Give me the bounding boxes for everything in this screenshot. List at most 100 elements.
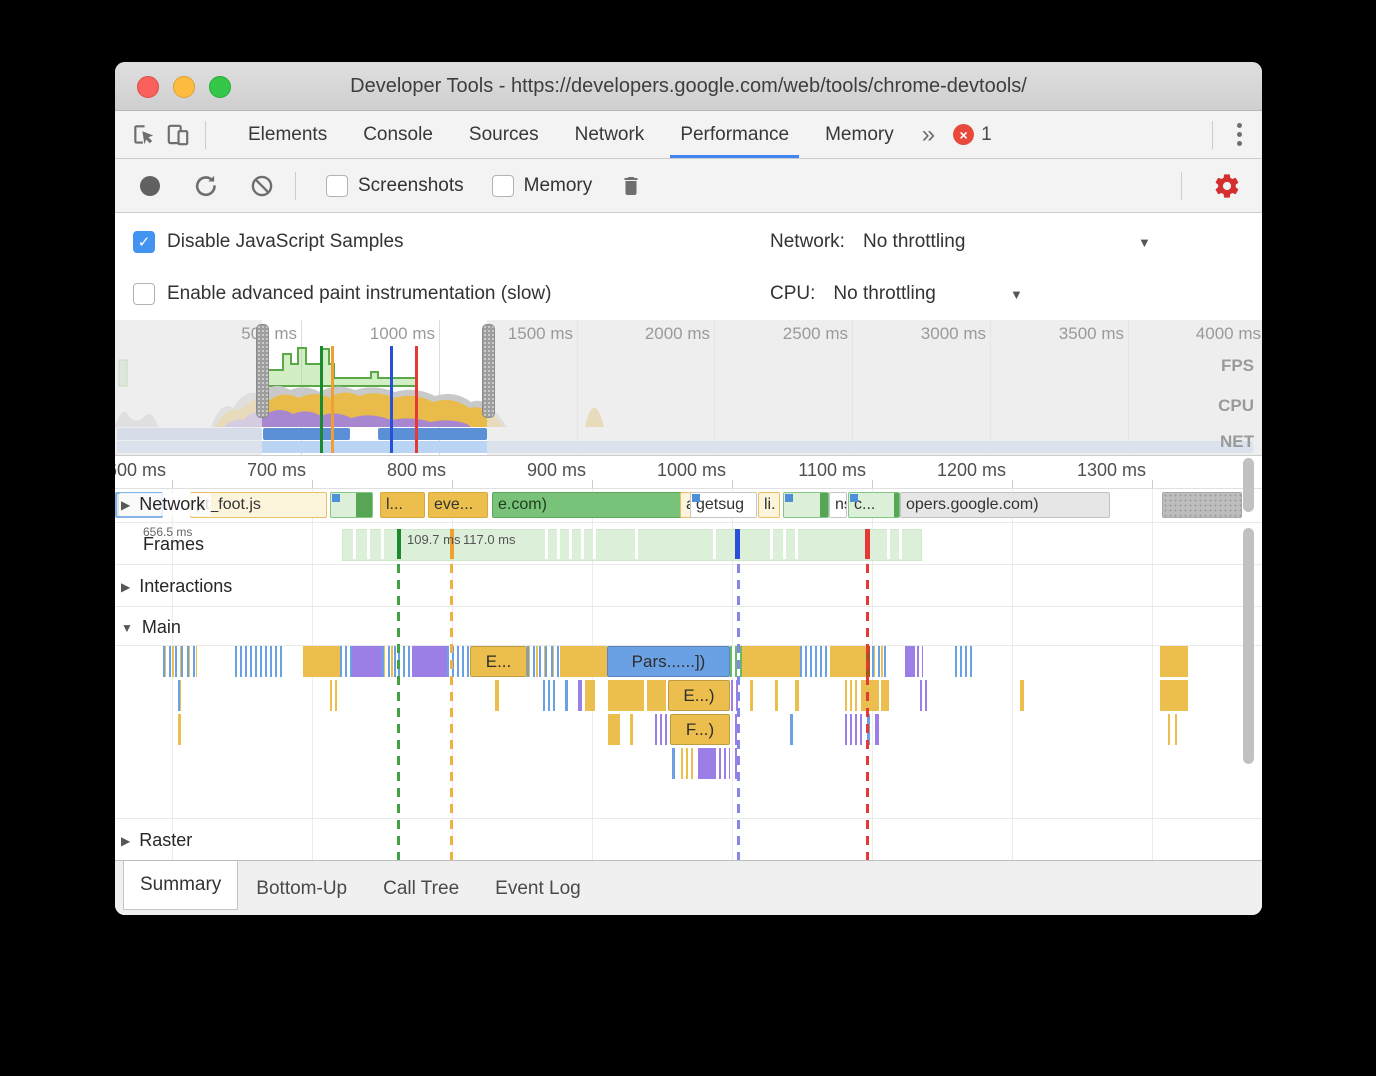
title-bar[interactable]: Developer Tools - https://developers.goo… — [115, 62, 1262, 111]
flame-activity-segment[interactable] — [630, 714, 633, 745]
tab-console[interactable]: Console — [363, 123, 433, 145]
tab-elements[interactable]: Elements — [248, 123, 328, 145]
network-track-toggle[interactable]: ▶ Network — [119, 493, 212, 516]
flame-activity-segment[interactable] — [330, 680, 338, 711]
flame-activity-segment[interactable] — [340, 646, 352, 677]
flame-activity-segment[interactable] — [790, 714, 793, 745]
frames-track-label[interactable]: Frames — [143, 534, 205, 554]
flame-activity-segment[interactable] — [560, 646, 607, 677]
tab-sources[interactable]: Sources — [468, 123, 539, 145]
flame-activity-segment[interactable] — [163, 646, 197, 677]
disable-js-samples-checkbox[interactable]: ✓ — [133, 231, 155, 253]
advanced-paint-checkbox[interactable] — [133, 283, 155, 305]
selection-right-handle[interactable] — [482, 324, 495, 418]
flame-activity-segment[interactable] — [1020, 680, 1024, 711]
selection-left-handle[interactable] — [256, 324, 269, 418]
flame-activity-segment[interactable] — [775, 680, 778, 711]
cpu-throttling-dropdown[interactable]: CPU: No throttling ▼ — [770, 283, 1030, 305]
flame-activity-segment[interactable] — [698, 748, 714, 779]
flame-activity-segment[interactable] — [303, 646, 340, 677]
flame-activity-segment[interactable] — [920, 680, 928, 711]
flame-activity-segment[interactable] — [1175, 714, 1177, 745]
reload-and-profile-button[interactable] — [189, 169, 223, 203]
bottom-tab-call-tree[interactable]: Call Tree — [383, 877, 460, 899]
network-throttling-dropdown[interactable]: Network: No throttling ▼ — [770, 231, 1170, 253]
flame-activity-segment[interactable] — [655, 714, 668, 745]
flame-activity-segment[interactable] — [681, 748, 695, 779]
settings-gear-icon[interactable] — [1210, 169, 1244, 203]
disable-js-samples-option[interactable]: ✓ Disable JavaScript Samples — [133, 231, 404, 253]
zoom-window-button[interactable] — [209, 76, 231, 98]
network-request[interactable]: c... — [848, 492, 900, 518]
flame-activity-segment[interactable] — [714, 748, 730, 779]
bottom-tab-event-log[interactable]: Event Log — [495, 877, 581, 899]
flame-activity-segment[interactable] — [382, 646, 397, 677]
flame-activity-segment[interactable] — [731, 680, 738, 711]
advanced-paint-option[interactable]: Enable advanced paint instrumentation (s… — [133, 283, 551, 305]
memory-checkbox-box[interactable] — [491, 174, 514, 197]
flame-activity-segment[interactable] — [352, 646, 382, 677]
memory-checkbox[interactable]: Memory — [491, 174, 592, 197]
network-request[interactable]: eve... — [428, 492, 488, 518]
bottom-tab-summary[interactable]: Summary — [123, 861, 239, 910]
flame-activity-segment[interactable] — [800, 646, 830, 677]
flame-activity-segment[interactable] — [861, 680, 879, 711]
flame-activity-segment[interactable] — [672, 748, 675, 779]
flame-activity-segment[interactable] — [845, 714, 862, 745]
screenshots-checkbox[interactable]: Screenshots — [326, 174, 464, 197]
more-tabs-icon[interactable]: » — [921, 120, 936, 148]
flame-activity-segment[interactable] — [872, 646, 886, 677]
network-request[interactable]: getsug — [690, 492, 757, 518]
flame-activity-segment[interactable] — [608, 680, 644, 711]
error-badge[interactable]: × 1 — [945, 124, 1000, 146]
flame-activity-segment[interactable] — [235, 646, 282, 677]
interactions-track-toggle[interactable]: ▶ Interactions — [119, 575, 238, 598]
flame-activity-segment[interactable] — [412, 646, 447, 677]
network-request[interactable] — [1162, 492, 1242, 518]
flame-activity-segment[interactable] — [730, 646, 742, 677]
flame-activity-segment[interactable] — [178, 714, 181, 745]
flame-activity-segment[interactable] — [1160, 646, 1188, 677]
device-toolbar-icon[interactable] — [161, 118, 195, 152]
flame-event[interactable]: F...) — [670, 714, 730, 745]
garbage-collect-icon[interactable] — [614, 169, 648, 203]
flame-activity-segment[interactable] — [565, 680, 568, 711]
network-scrollbar-thumb[interactable] — [1243, 458, 1254, 512]
screenshots-checkbox-box[interactable] — [326, 174, 348, 197]
network-request[interactable]: ns — [829, 492, 847, 518]
main-menu-icon[interactable] — [1223, 123, 1256, 146]
flame-activity-segment[interactable] — [905, 646, 915, 677]
flame-event[interactable]: E...) — [668, 680, 730, 711]
flame-activity-segment[interactable] — [578, 680, 582, 711]
network-request[interactable]: li. — [758, 492, 780, 518]
tab-memory[interactable]: Memory — [825, 123, 894, 145]
flame-activity-segment[interactable] — [585, 680, 595, 711]
flame-activity-segment[interactable] — [742, 646, 800, 677]
flame-event[interactable]: E... — [470, 646, 527, 677]
flame-activity-segment[interactable] — [1168, 714, 1170, 745]
flame-activity-segment[interactable] — [527, 646, 560, 677]
flame-activity-segment[interactable] — [543, 680, 555, 711]
flame-activity-segment[interactable] — [750, 680, 753, 711]
flame-activity-segment[interactable] — [845, 680, 859, 711]
flame-activity-segment[interactable] — [1160, 680, 1188, 711]
close-window-button[interactable] — [137, 76, 159, 98]
raster-track-toggle[interactable]: ▶ Raster — [119, 829, 198, 852]
flame-activity-segment[interactable] — [955, 646, 975, 677]
flame-activity-segment[interactable] — [647, 680, 666, 711]
flame-activity-segment[interactable] — [495, 680, 499, 711]
network-request[interactable]: l... — [380, 492, 425, 518]
flame-activity-segment[interactable] — [398, 646, 412, 677]
tracks-scrollbar-thumb[interactable] — [1243, 528, 1254, 764]
tab-performance[interactable]: Performance — [662, 111, 807, 158]
flame-activity-segment[interactable] — [875, 714, 879, 745]
network-request[interactable]: pt_foot.js — [190, 492, 327, 518]
timeline-overview[interactable]: 500 ms 1000 ms 1500 ms 2000 ms 2500 ms 3000 m… — [115, 320, 1262, 456]
frames-bar[interactable] — [342, 529, 922, 561]
flame-activity-segment[interactable] — [608, 714, 620, 745]
flame-activity-segment[interactable] — [881, 680, 889, 711]
network-request[interactable]: opers.google.com) — [900, 492, 1110, 518]
clear-recording-icon[interactable] — [245, 169, 279, 203]
network-request[interactable] — [330, 492, 373, 518]
flame-activity-segment[interactable] — [830, 646, 866, 677]
